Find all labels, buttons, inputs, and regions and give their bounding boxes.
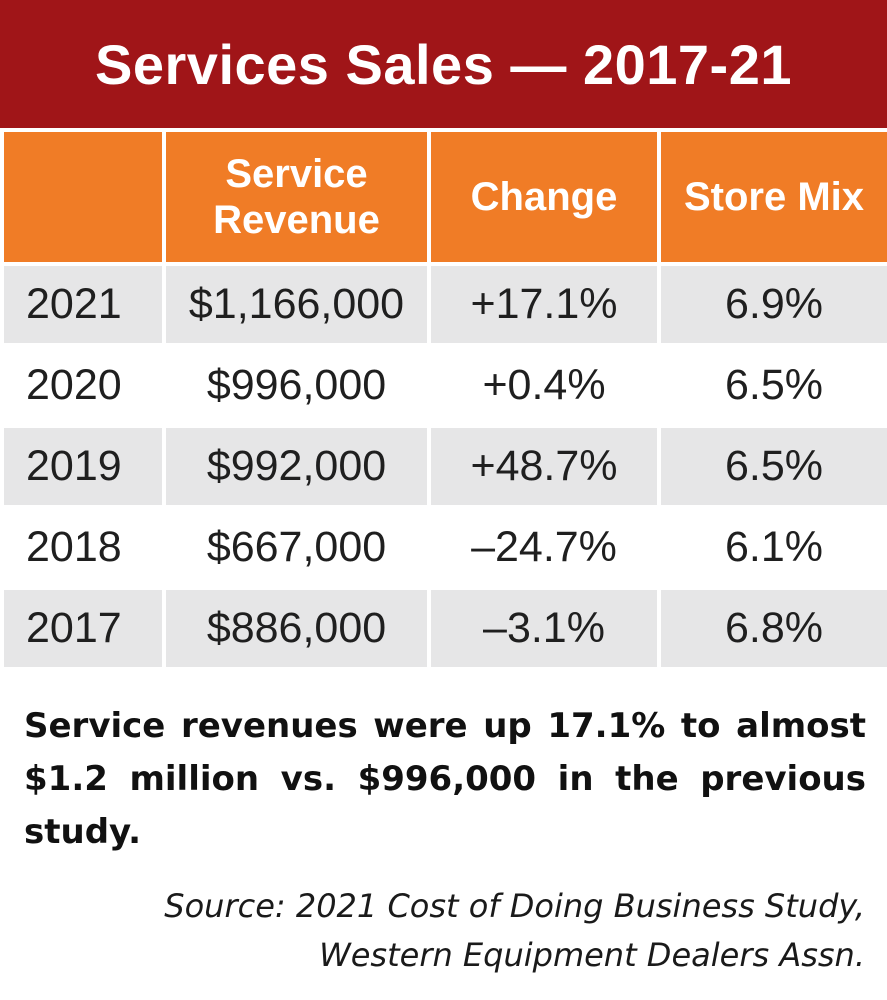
cell-revenue: $667,000 (162, 505, 431, 590)
chart-caption: Service revenues were up 17.1% to almost… (24, 706, 866, 852)
table-row: 2017 $886,000 –3.1% 6.8% (0, 586, 887, 671)
header-year (0, 128, 166, 266)
cell-year: 2017 (0, 586, 166, 671)
source-line-1: Source: 2021 Cost of Doing Business Stud… (164, 887, 865, 925)
cell-year: 2020 (0, 343, 166, 428)
header-service-revenue: Service Revenue (162, 128, 431, 266)
cell-revenue: $992,000 (162, 424, 431, 509)
table-row: 2021 $1,166,000 +17.1% 6.9% (0, 262, 887, 347)
source-note: Source: 2021 Cost of Doing Business Stud… (25, 882, 865, 980)
cell-change: +0.4% (427, 343, 661, 428)
cell-revenue: $996,000 (162, 343, 431, 428)
chart-title: Services Sales — 2017-21 (0, 0, 887, 128)
cell-store-mix: 6.9% (657, 262, 887, 347)
cell-store-mix: 6.5% (657, 424, 887, 509)
cell-store-mix: 6.1% (657, 505, 887, 590)
cell-change: +17.1% (427, 262, 661, 347)
header-change: Change (427, 128, 661, 266)
header-service-revenue-label: Service Revenue (213, 152, 380, 242)
header-row: Service Revenue Change Store Mix (0, 128, 887, 266)
cell-store-mix: 6.5% (657, 343, 887, 428)
cell-revenue: $886,000 (162, 586, 431, 671)
table-row: 2019 $992,000 +48.7% 6.5% (0, 424, 887, 509)
services-sales-table: Service Revenue Change Store Mix 2021 $1… (0, 128, 887, 671)
cell-year: 2021 (0, 262, 166, 347)
source-line-2: Western Equipment Dealers Assn. (319, 936, 865, 974)
header-store-mix: Store Mix (657, 128, 887, 266)
cell-year: 2018 (0, 505, 166, 590)
cell-change: +48.7% (427, 424, 661, 509)
cell-store-mix: 6.8% (657, 586, 887, 671)
cell-year: 2019 (0, 424, 166, 509)
cell-revenue: $1,166,000 (162, 262, 431, 347)
cell-change: –3.1% (427, 586, 661, 671)
table-row: 2018 $667,000 –24.7% 6.1% (0, 505, 887, 590)
cell-change: –24.7% (427, 505, 661, 590)
table-row: 2020 $996,000 +0.4% 6.5% (0, 343, 887, 428)
